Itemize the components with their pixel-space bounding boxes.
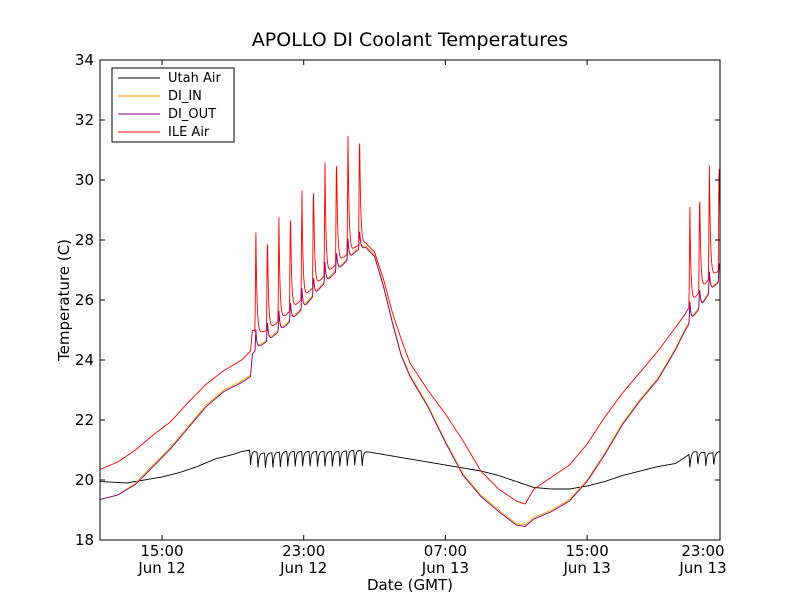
x-axis-label: Date (GMT) [367,576,453,594]
chart-title: APOLLO DI Coolant Temperatures [252,29,568,51]
x-tick-label-time: 15:00 [140,542,183,560]
x-tick-label-time: 23:00 [681,542,724,560]
x-tick-label-date: Jun 13 [421,559,469,577]
legend-label: Utah Air [168,71,221,86]
x-tick-label-date: Jun 13 [678,559,726,577]
y-axis-label: Temperature (C) [55,239,73,362]
x-tick-label-time: 07:00 [424,542,467,560]
y-tick-label: 22 [75,411,94,429]
legend-label: DI_IN [168,89,202,104]
y-tick-label: 30 [75,171,94,189]
x-tick-label-date: Jun 13 [562,559,610,577]
series-line-utah-air [100,449,720,490]
y-tick-label: 20 [75,471,94,489]
y-tick-label: 26 [75,291,94,309]
y-tick-label: 18 [75,531,94,549]
y-tick-label: 24 [75,351,94,369]
legend-label: ILE Air [168,125,210,140]
legend: Utah Air DI_IN DI_OUT ILE Air [111,67,235,143]
x-tick-label-time: 15:00 [566,542,609,560]
series-line-di-in [100,232,720,526]
x-tick-label-date: Jun 12 [137,559,185,577]
legend-box [111,67,235,143]
legend-label: DI_OUT [168,107,216,122]
series-line-di-out [100,231,720,527]
series-layer [100,135,720,527]
y-tick-label: 32 [75,111,94,129]
x-tick-label-date: Jun 12 [279,559,327,577]
series-line-ile-air [100,135,720,505]
y-tick-label: 28 [75,231,94,249]
y-tick-label: 34 [75,51,94,69]
x-tick-label-time: 23:00 [282,542,325,560]
